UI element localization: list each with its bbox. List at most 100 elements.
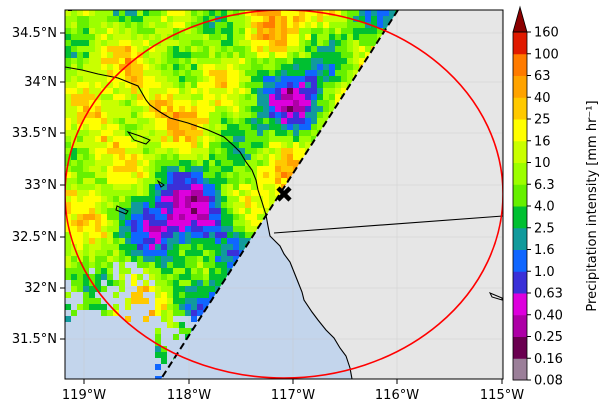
precip-pixel xyxy=(167,268,173,274)
precip-pixel xyxy=(131,88,137,94)
precip-pixel xyxy=(215,124,221,130)
precip-pixel xyxy=(257,118,263,124)
precip-pixel xyxy=(155,172,161,178)
precip-pixel xyxy=(161,28,167,34)
precip-pixel xyxy=(257,28,263,34)
precip-pixel xyxy=(311,10,317,16)
precip-pixel xyxy=(257,142,263,148)
precip-pixel xyxy=(137,142,143,148)
precip-pixel xyxy=(173,94,179,100)
lat-tick-label: 32°N xyxy=(24,281,57,296)
precip-pixel xyxy=(167,88,173,94)
precip-pixel xyxy=(287,160,293,166)
precip-pixel xyxy=(131,166,137,172)
precip-pixel xyxy=(329,34,335,40)
precip-pixel xyxy=(191,106,197,112)
precip-pixel xyxy=(119,172,125,178)
precip-pixel xyxy=(167,238,173,244)
precip-pixel xyxy=(371,28,377,34)
precip-pixel xyxy=(95,172,101,178)
precip-pixel xyxy=(239,160,245,166)
precip-pixel xyxy=(221,142,227,148)
precip-pixel xyxy=(233,94,239,100)
lon-tick-label: 119°W xyxy=(62,388,106,403)
precip-pixel xyxy=(77,46,83,52)
precip-pixel xyxy=(77,28,83,34)
precip-pixel xyxy=(179,274,185,280)
precip-pixel xyxy=(167,202,173,208)
precip-pixel xyxy=(119,88,125,94)
map-frame xyxy=(64,9,504,380)
precip-pixel xyxy=(203,232,209,238)
precip-pixel xyxy=(293,70,299,76)
precip-pixel xyxy=(209,274,215,280)
precip-pixel xyxy=(113,46,119,52)
precip-pixel xyxy=(161,310,167,316)
precip-pixel xyxy=(149,10,155,16)
precip-pixel xyxy=(215,202,221,208)
precip-pixel xyxy=(359,28,365,34)
precip-pixel xyxy=(101,106,107,112)
precip-pixel xyxy=(155,28,161,34)
precip-pixel xyxy=(185,22,191,28)
precip-pixel xyxy=(239,22,245,28)
precip-pixel xyxy=(155,148,161,154)
precip-pixel xyxy=(185,130,191,136)
precip-pixel xyxy=(161,76,167,82)
precip-pixel xyxy=(155,214,161,220)
precip-pixel xyxy=(95,304,101,310)
precip-pixel xyxy=(281,88,287,94)
precip-pixel xyxy=(281,40,287,46)
precip-pixel xyxy=(65,292,71,298)
precip-pixel xyxy=(113,148,119,154)
precip-pixel xyxy=(71,118,77,124)
precip-pixel xyxy=(155,112,161,118)
precip-pixel xyxy=(71,238,77,244)
precip-pixel xyxy=(89,82,95,88)
precip-pixel xyxy=(227,58,233,64)
precip-pixel xyxy=(119,220,125,226)
precip-pixel xyxy=(149,136,155,142)
precip-pixel xyxy=(83,214,89,220)
precip-pixel xyxy=(227,220,233,226)
precip-pixel xyxy=(359,52,365,58)
precip-pixel xyxy=(299,94,305,100)
precip-pixel xyxy=(209,82,215,88)
precip-pixel xyxy=(89,40,95,46)
precip-pixel xyxy=(305,76,311,82)
precip-pixel xyxy=(233,34,239,40)
precip-pixel xyxy=(89,298,95,304)
precip-pixel xyxy=(185,286,191,292)
precip-pixel xyxy=(257,22,263,28)
precip-pixel xyxy=(209,88,215,94)
precip-pixel xyxy=(149,106,155,112)
precip-pixel xyxy=(221,130,227,136)
precip-pixel xyxy=(161,208,167,214)
precip-pixel xyxy=(137,136,143,142)
precip-pixel xyxy=(101,226,107,232)
precip-pixel xyxy=(173,82,179,88)
precip-pixel xyxy=(101,244,107,250)
precip-pixel xyxy=(89,34,95,40)
precip-pixel xyxy=(203,34,209,40)
precip-pixel xyxy=(203,58,209,64)
precip-pixel xyxy=(245,214,251,220)
precip-pixel xyxy=(113,142,119,148)
precip-pixel xyxy=(77,40,83,46)
precip-pixel xyxy=(107,244,113,250)
precip-pixel xyxy=(191,64,197,70)
precip-pixel xyxy=(329,100,335,106)
precip-pixel xyxy=(269,88,275,94)
precip-pixel xyxy=(95,52,101,58)
colorbar-band xyxy=(513,314,527,337)
precip-pixel xyxy=(83,148,89,154)
precip-pixel xyxy=(149,238,155,244)
precip-pixel xyxy=(179,214,185,220)
latitude-axis: 34.5°N 34°N 33.5°N 33°N 32.5°N 32°N 31.5… xyxy=(12,26,65,347)
precip-pixel xyxy=(113,220,119,226)
colorbar-tick-label: 1.6 xyxy=(534,243,555,258)
precip-pixel xyxy=(149,202,155,208)
precip-pixel xyxy=(143,196,149,202)
precip-pixel xyxy=(179,268,185,274)
precip-pixel xyxy=(197,292,203,298)
